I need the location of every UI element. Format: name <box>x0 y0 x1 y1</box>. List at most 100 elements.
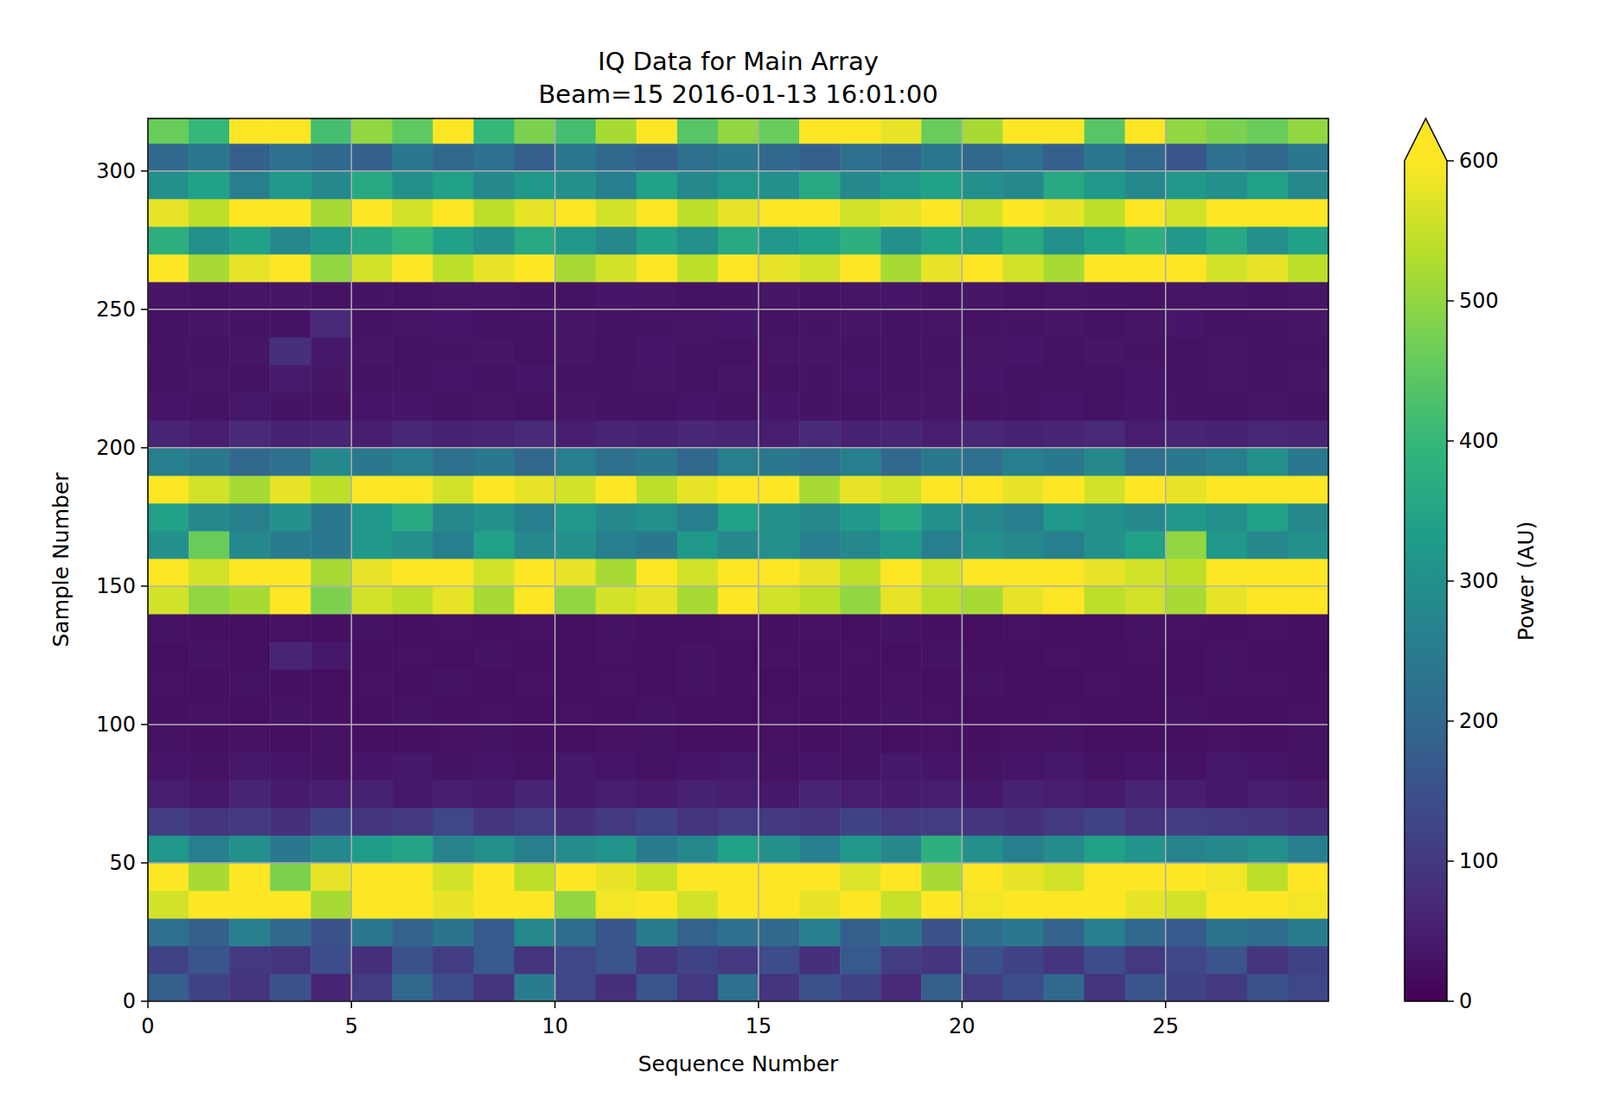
cell <box>391 614 434 643</box>
cell <box>269 118 312 144</box>
cell <box>351 281 393 311</box>
cell <box>351 448 393 477</box>
cell <box>310 918 352 948</box>
cell <box>1165 531 1208 560</box>
cell <box>961 503 1004 532</box>
cell <box>1247 281 1289 311</box>
tick-label: 10 <box>541 1014 569 1039</box>
cell <box>1165 973 1208 1002</box>
cell <box>1287 918 1329 948</box>
cell <box>351 890 393 920</box>
cell <box>595 614 638 643</box>
cell <box>1125 364 1167 394</box>
cell <box>717 281 760 311</box>
cell <box>188 254 231 283</box>
cell <box>636 254 679 283</box>
cell <box>595 669 638 698</box>
cell <box>799 835 841 864</box>
cell <box>514 420 557 449</box>
cell <box>1247 143 1289 173</box>
cell <box>1165 863 1208 892</box>
cell <box>351 143 393 173</box>
cell <box>391 281 434 311</box>
cell <box>514 780 557 809</box>
colorbar-tick-label: 300 <box>1459 569 1499 594</box>
cell <box>1247 503 1289 532</box>
cell <box>351 392 393 422</box>
cell <box>147 973 190 1002</box>
cell <box>595 724 638 754</box>
cell <box>1125 143 1167 173</box>
cell <box>1165 118 1208 144</box>
cell <box>880 226 922 256</box>
cell <box>1247 392 1289 422</box>
cell <box>1165 752 1208 781</box>
cell <box>880 420 922 449</box>
cell <box>880 448 922 477</box>
cell <box>1206 118 1248 144</box>
cell <box>269 337 312 366</box>
cell <box>351 558 393 588</box>
cell <box>1165 780 1208 809</box>
cell <box>839 364 882 394</box>
cell <box>636 973 679 1002</box>
cell <box>636 226 679 256</box>
cell <box>188 226 231 256</box>
cell <box>1043 973 1086 1002</box>
colorbar-extend <box>1404 118 1447 161</box>
cell <box>310 807 352 837</box>
cell <box>555 890 597 920</box>
cell <box>351 420 393 449</box>
cell <box>1084 780 1127 809</box>
cell <box>514 118 557 144</box>
cell <box>391 697 434 726</box>
cell <box>473 420 516 449</box>
tick-label: 20 <box>948 1014 976 1039</box>
cell <box>595 503 638 532</box>
cell <box>1084 503 1127 532</box>
cell <box>961 780 1004 809</box>
cell <box>839 918 882 948</box>
cell <box>595 946 638 975</box>
cell <box>758 226 800 256</box>
cell <box>1084 807 1127 837</box>
cell <box>473 863 516 892</box>
cell <box>1206 946 1248 975</box>
cell <box>1287 171 1329 200</box>
cell <box>229 863 271 892</box>
cell <box>147 309 190 339</box>
cell <box>921 641 963 671</box>
cell <box>921 364 963 394</box>
cell <box>432 448 474 477</box>
cell <box>269 198 312 228</box>
cell <box>147 918 190 948</box>
cell <box>1125 918 1167 948</box>
colorbar-tick <box>1446 440 1454 442</box>
cell <box>555 309 597 339</box>
cell <box>432 697 474 726</box>
cell <box>799 586 841 615</box>
cell <box>310 946 352 975</box>
cell <box>555 863 597 892</box>
cell <box>229 118 271 144</box>
cell <box>351 973 393 1002</box>
cell <box>880 669 922 698</box>
cell <box>1084 697 1127 726</box>
cell <box>1084 475 1127 505</box>
cell <box>555 807 597 837</box>
cell <box>880 614 922 643</box>
cell <box>514 863 557 892</box>
cell <box>1125 503 1167 532</box>
cell <box>799 641 841 671</box>
cell <box>636 364 679 394</box>
cell <box>1165 143 1208 173</box>
cell <box>880 890 922 920</box>
cell <box>1247 475 1289 505</box>
cell <box>921 118 963 144</box>
cell <box>229 226 271 256</box>
cell <box>677 364 719 394</box>
cell <box>839 586 882 615</box>
cell <box>1084 171 1127 200</box>
cell <box>1247 835 1289 864</box>
cell <box>961 364 1004 394</box>
